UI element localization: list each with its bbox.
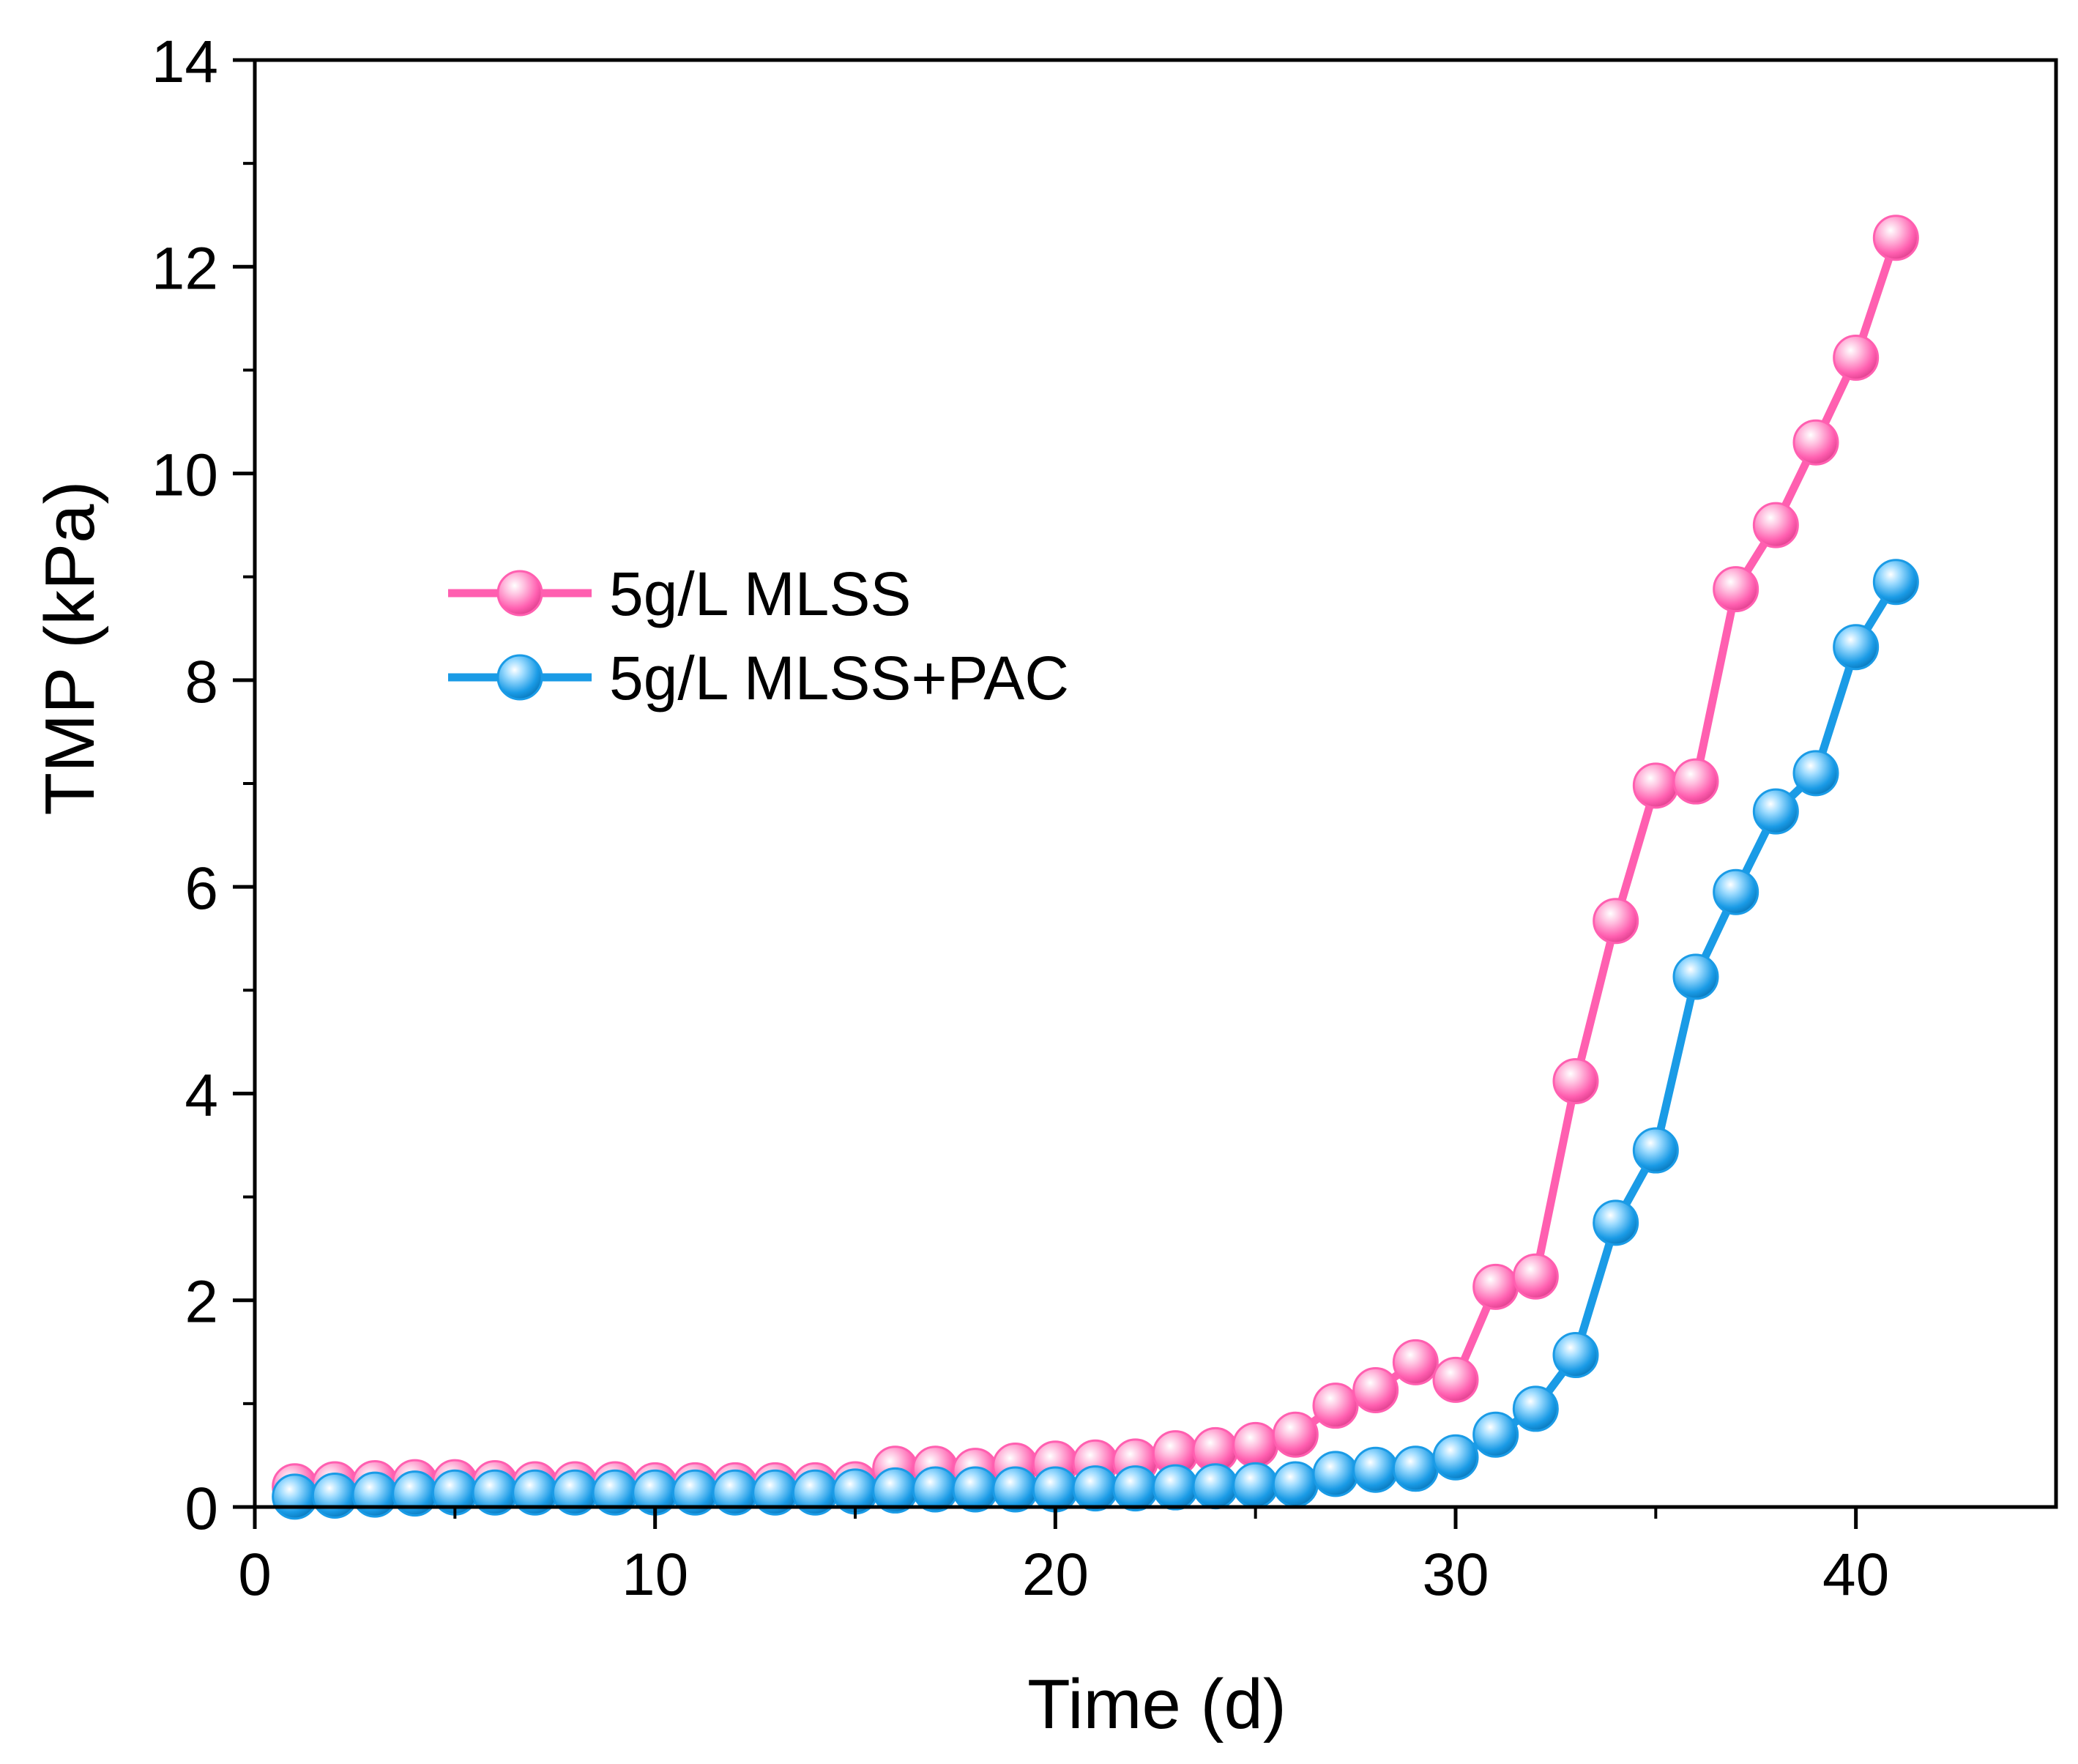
data-point [1833, 334, 1880, 381]
data-point [272, 1473, 319, 1520]
plot-frame [253, 58, 2058, 1509]
data-point [1593, 1199, 1639, 1246]
series-1 [272, 215, 1919, 1510]
data-point [1272, 1461, 1319, 1508]
series-2 [272, 559, 1919, 1520]
data-point [1072, 1465, 1119, 1512]
y-axis-label: TMP (kPa) [31, 481, 109, 816]
series-layer [272, 215, 1919, 1520]
data-point [1472, 1263, 1519, 1310]
data-point [1512, 1385, 1559, 1432]
y-tick-label: 4 [185, 1062, 218, 1128]
data-point [1713, 868, 1759, 915]
data-point [1552, 1057, 1599, 1104]
data-point [1152, 1464, 1199, 1511]
legend-label: 5g/L MLSS [609, 559, 911, 628]
data-point [912, 1466, 958, 1513]
data-point [1672, 953, 1719, 1000]
legend-item: 5g/L MLSS [448, 559, 911, 628]
data-point [1472, 1411, 1519, 1458]
data-point [1632, 762, 1679, 809]
data-point [1312, 1451, 1359, 1497]
y-tick-label: 14 [152, 29, 218, 95]
data-point [392, 1470, 439, 1517]
x-axis-label: Time (d) [1027, 1665, 1286, 1743]
data-point [1352, 1446, 1399, 1493]
data-point [1232, 1462, 1279, 1508]
data-point [1713, 566, 1759, 613]
data-point [1833, 624, 1880, 671]
series-line [294, 579, 1899, 1501]
data-point [1552, 1332, 1599, 1379]
data-point [1392, 1445, 1439, 1492]
y-tick-label: 8 [185, 649, 218, 715]
data-point [351, 1471, 398, 1518]
x-tick-label: 10 [622, 1541, 688, 1608]
y-tick-label: 12 [152, 235, 218, 302]
data-point [1272, 1411, 1319, 1458]
data-point [1312, 1382, 1359, 1429]
data-point [952, 1466, 999, 1513]
axes-layer: 0 2 4 6 8 10 12 14 0 10 20 30 40 [152, 29, 2058, 1608]
legend-item: 5g/L MLSS+PAC [448, 644, 1069, 712]
data-point [1352, 1367, 1399, 1414]
data-point [1512, 1253, 1559, 1300]
y-tick-label: 2 [185, 1269, 218, 1336]
x-tick-label: 40 [1822, 1541, 1889, 1608]
legend-marker [496, 654, 543, 701]
data-point [1232, 1421, 1279, 1468]
data-point [1112, 1465, 1159, 1512]
legend: 5g/L MLSS 5g/L MLSS+PAC [448, 559, 1069, 712]
data-point [1872, 559, 1919, 606]
data-point [311, 1472, 358, 1519]
data-point [1792, 750, 1839, 797]
data-point [1632, 1127, 1679, 1174]
data-point [1752, 788, 1799, 835]
y-tick-label: 10 [152, 442, 218, 509]
data-point [992, 1466, 1039, 1513]
x-tick-label: 20 [1022, 1541, 1089, 1608]
data-point [1192, 1463, 1239, 1510]
data-point [1593, 898, 1639, 945]
data-point [1432, 1356, 1479, 1403]
y-tick-label: 0 [185, 1475, 218, 1542]
data-point [1752, 502, 1799, 548]
data-point [1672, 758, 1719, 805]
data-point [1432, 1434, 1479, 1481]
y-tick-label: 6 [185, 855, 218, 922]
legend-marker [496, 570, 543, 617]
legend-label: 5g/L MLSS+PAC [609, 644, 1069, 712]
data-point [1032, 1466, 1079, 1513]
data-point [1792, 419, 1839, 466]
data-point [1872, 215, 1919, 261]
data-point [1392, 1339, 1439, 1385]
x-tick-label: 0 [238, 1541, 272, 1608]
x-tick-label: 30 [1422, 1541, 1489, 1608]
series-line [294, 237, 1900, 1491]
